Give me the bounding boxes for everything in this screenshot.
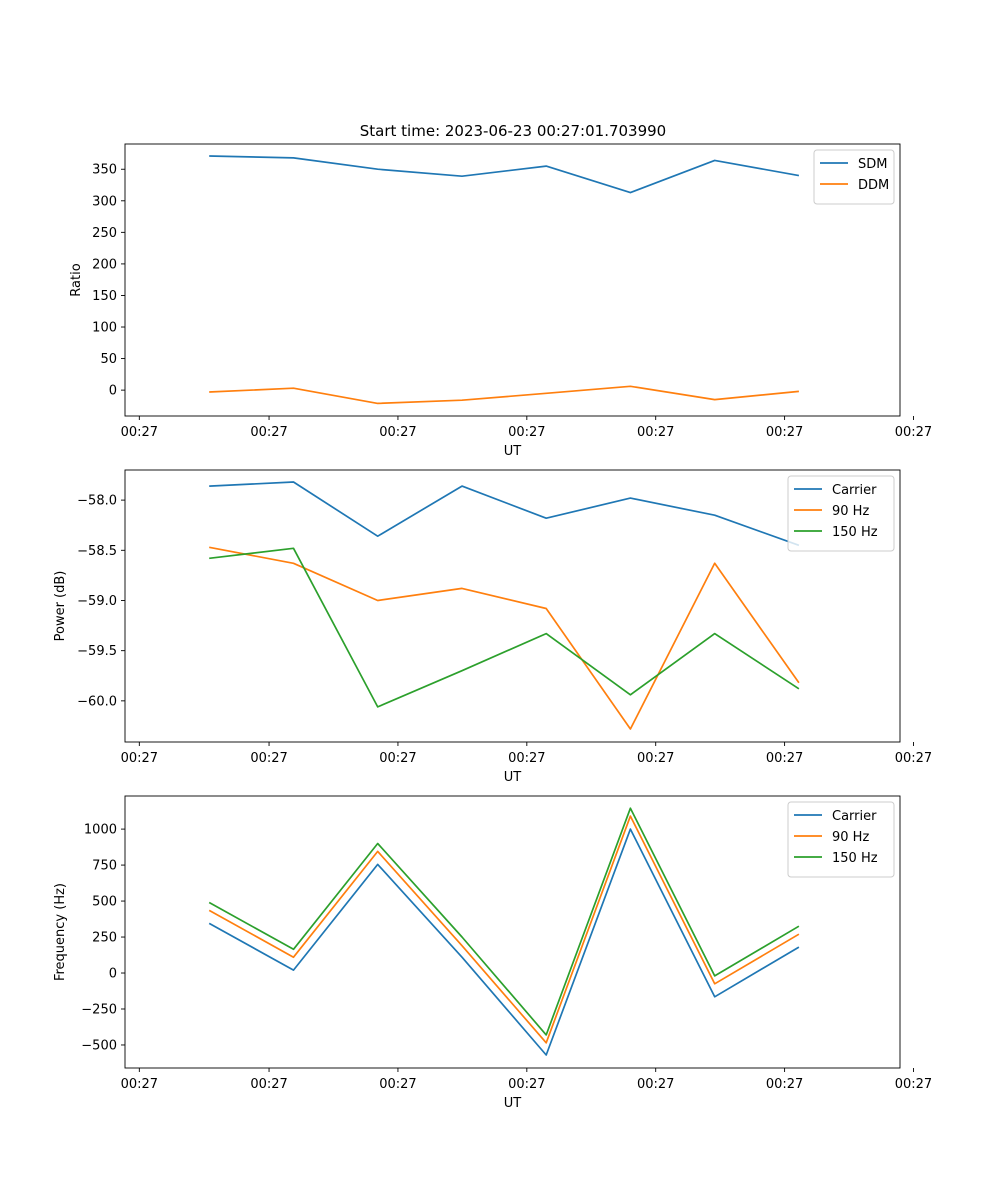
axes-frame [124,795,901,1069]
y-tick-label: 150 [92,289,117,304]
y-tick-label: 1000 [84,823,117,838]
x-tick-label: 00:27 [637,751,674,766]
legend-label: 150 Hz [832,525,878,540]
axes-frame [124,143,901,417]
y-tick-label: −58.0 [77,494,117,509]
legend-box [787,801,895,878]
axes-frame [124,469,901,743]
y-tick-label: 200 [92,257,117,272]
x-tick-label: 00:27 [250,751,287,766]
y-tick-label: −59.0 [77,594,117,609]
subplot-3: 00:27 00:27 00:27 00:27 00:27 00:27 00:27 −500 −… [53,795,932,1111]
subplots: 00:27 00:27 00:27 00:27 00:27 00:27 00:27 0 50 10… [53,143,932,1111]
x-tick-label: 00:27 [121,425,158,440]
y-tick-label: 300 [92,194,117,209]
x-tick-label: 00:27 [379,751,416,766]
series-line-3-2 [208,815,800,1044]
x-tick-label: 00:27 [379,1077,416,1092]
y-tick-label: 0 [109,384,117,399]
y-tick-label: −59.5 [77,644,117,659]
x-axis-label: UT [504,444,522,459]
x-tick-label: 00:27 [508,1077,545,1092]
x-tick-label: 00:27 [895,1077,932,1092]
legend-box [787,475,895,552]
x-axis-label: UT [504,1096,522,1111]
subplot-2: 00:27 00:27 00:27 00:27 00:27 00:27 00:27 −60.0… [53,469,932,785]
series-line-2-1 [209,481,800,547]
legend-label: SDM [858,157,887,172]
series-line-2-2 [209,546,800,730]
y-tick-label: 350 [92,163,117,178]
legend-label: DDM [858,178,889,193]
series-line-3-1 [208,828,800,1056]
figure-title: Start time: 2023-06-23 00:27:01.703990 [360,122,666,140]
y-tick-label: −60.0 [77,694,117,709]
x-tick-label: 00:27 [766,425,803,440]
x-tick-label: 00:27 [508,425,545,440]
x-tick-label: 00:27 [895,751,932,766]
subplot-1: 00:27 00:27 00:27 00:27 00:27 00:27 00:27 0 50 10… [69,143,932,459]
x-tick-label: 00:27 [121,751,158,766]
series-line-1-1 [209,155,800,194]
y-axis-label: Ratio [69,263,84,296]
x-tick-label: 00:27 [766,1077,803,1092]
y-tick-label: 0 [109,967,117,982]
y-tick-label: 250 [92,931,117,946]
y-tick-label: 750 [92,859,117,874]
y-tick-label: −250 [81,1002,117,1017]
x-tick-label: 00:27 [508,751,545,766]
series-line-3-3 [208,807,800,1036]
series-line-2-3 [209,547,800,708]
legend: SDM DDM [813,149,895,205]
legend-label: Carrier [832,809,877,824]
legend-label: 90 Hz [832,830,869,845]
x-tick-label: 00:27 [637,1077,674,1092]
x-tick-label: 00:27 [250,1077,287,1092]
y-tick-label: 50 [100,352,117,367]
series-line-1-2 [209,385,799,405]
x-tick-label: 00:27 [121,1077,158,1092]
x-tick-label: 00:27 [637,425,674,440]
legend: Carrier 90 Hz 150 Hz [787,801,895,878]
x-tick-label: 00:27 [766,751,803,766]
y-tick-label: 500 [92,895,117,910]
legend-label: 90 Hz [832,504,869,519]
y-tick-label: −500 [81,1038,117,1053]
x-tick-label: 00:27 [250,425,287,440]
y-axis-label: Power (dB) [53,571,68,642]
x-axis-label: UT [504,770,522,785]
legend: Carrier 90 Hz 150 Hz [787,475,895,552]
y-tick-label: 250 [92,226,117,241]
y-tick-label: −58.5 [77,544,117,559]
y-tick-label: 100 [92,321,117,336]
x-tick-label: 00:27 [895,425,932,440]
y-axis-label: Frequency (Hz) [53,883,68,981]
legend-label: Carrier [832,483,877,498]
legend-label: 150 Hz [832,851,878,866]
x-tick-label: 00:27 [379,425,416,440]
